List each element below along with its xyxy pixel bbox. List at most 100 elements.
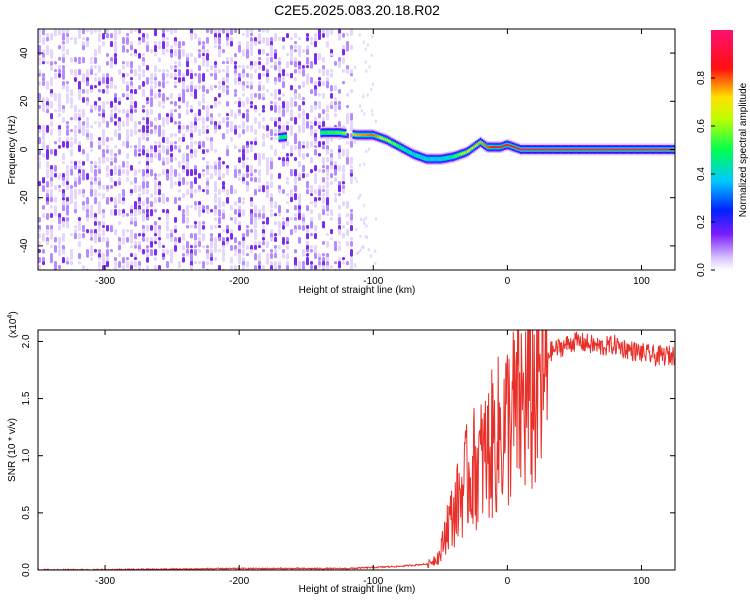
noise-cell [234,93,237,97]
noise-cell [126,61,129,68]
noise-cell [206,109,209,114]
noise-cell [98,97,101,101]
noise-cell [126,33,129,37]
noise-cell [210,85,213,91]
noise-cell [122,201,125,205]
noise-cell [238,125,241,129]
noise-cell [174,245,177,252]
noise-cell [142,237,145,242]
noise-cell [266,217,269,223]
noise-cell [238,177,241,181]
noise-cell [158,173,161,177]
ridge-core-cell [468,149,471,152]
noise-cell [250,45,253,50]
noise-cell [114,121,117,126]
noise-cell [290,73,293,79]
ridge-core-cell [434,158,437,161]
noise-cell [62,249,65,255]
ridge-core-cell [642,148,645,151]
noise-cell [198,249,201,253]
noise-cell [66,37,69,44]
noise-cell [118,253,121,258]
noise-cell [270,249,273,253]
noise-cell [270,261,273,266]
noise-cell [194,85,197,91]
noise-cell [270,41,273,46]
noise-cell [62,221,65,228]
noise-cell [246,45,249,50]
noise-cell [110,209,113,216]
noise-cell [250,177,253,182]
noise-cell [222,161,225,165]
noise-cell [310,217,313,222]
noise-cell [70,165,73,171]
ridge-core-cell [518,147,521,150]
noise-cell [310,121,313,125]
noise-cell [266,53,269,57]
noise-cell [266,241,269,249]
snr-x-ticks: -300 -200 -100 0 100 [95,330,650,587]
noise-cell [318,101,321,106]
noise-cell [118,133,121,141]
noise-cell [202,93,205,98]
noise-cell [278,117,281,122]
noise-cell [234,201,237,206]
noise-cell [222,117,225,124]
noise-cell [254,253,257,261]
noise-cell [266,169,269,176]
ridge-core-cell [605,148,608,151]
noise-cell [298,85,301,90]
noise-cell [262,153,265,160]
noise-cell [330,265,333,269]
ridge-core-cell [637,148,640,151]
ridge-core-cell [466,150,469,153]
noise-cell [198,229,201,236]
noise-cell [130,45,133,51]
noise-cell [294,213,297,217]
noise-cell [270,49,273,57]
noise-cell [250,101,253,105]
ridge-core-cell [339,131,342,134]
noise-cell [218,101,221,105]
noise-cell [154,145,157,153]
noise-cell [114,133,117,137]
noise-cell [350,141,353,148]
noise-cell [218,217,221,225]
noise-cell [158,101,161,108]
noise-cell [274,237,277,242]
noise-cell [106,53,109,57]
noise-cell [282,237,285,245]
noise-cell [78,189,81,195]
noise-cell [210,209,213,213]
noise-cell [146,213,149,218]
noise-cell [98,193,101,197]
noise-cell [102,33,105,40]
noise-cell [262,117,265,122]
noise-cell [254,109,257,113]
noise-cell [242,73,245,79]
noise-cell [38,137,41,145]
noise-cell [178,237,181,243]
noise-cell [62,45,65,52]
noise-cell [146,65,149,71]
noise-cell [306,253,309,257]
noise-cell [110,65,113,69]
ridge-core-cell [344,132,347,135]
noise-cell [102,209,105,214]
ridge-core-cell [386,139,389,142]
noise-cell [114,169,117,176]
noise-cell [194,205,197,211]
noise-cell [254,241,257,247]
noise-cell [138,121,141,125]
snr-multiplier-close: ) [8,311,19,314]
noise-cell [238,77,241,83]
ridge-core-cell [515,146,518,149]
noise-cell [82,161,85,166]
noise-cell [58,253,61,257]
noise-cell [38,149,41,156]
noise-cell [90,57,93,61]
snr-frame [37,329,676,571]
noise-cell [78,217,81,221]
noise-cell [114,61,117,65]
noise-cell [282,109,285,117]
